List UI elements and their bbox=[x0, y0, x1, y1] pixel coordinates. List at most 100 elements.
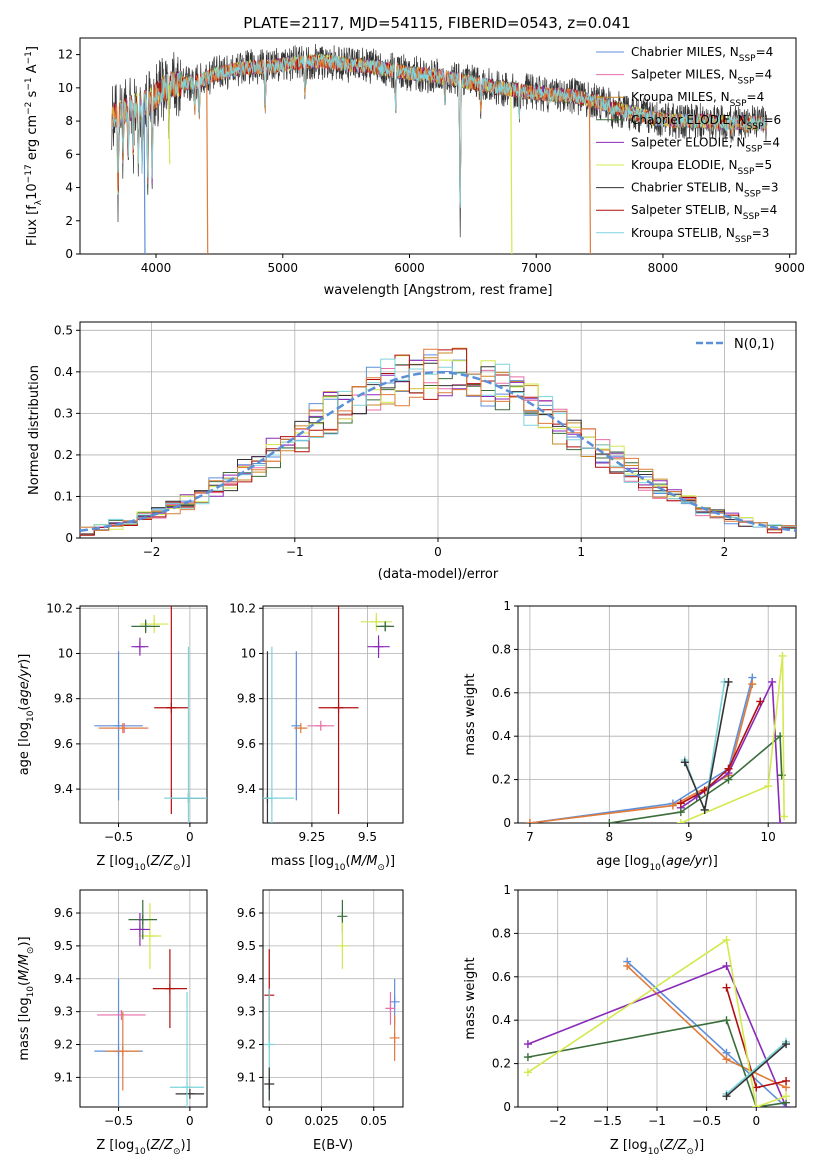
panel-mass-vs-ebv: 0 0.025 0.05 9.1 9.2 9.3 9.4 9.5 9.6 E(B-V) bbox=[237, 889, 404, 1153]
y-tick-label: 0.2 bbox=[54, 448, 73, 462]
y-tick-label: 9.3 bbox=[237, 1005, 256, 1019]
x-axis-label-part: Z/Z bbox=[150, 1138, 174, 1153]
data-point bbox=[337, 940, 348, 951]
axes-frame bbox=[79, 37, 797, 255]
legend-label-part: Kroupa MILES, N bbox=[631, 90, 730, 104]
legend-label: Salpeter MILES, NSSP=4 bbox=[631, 68, 772, 87]
y-axis-label-part: ( bbox=[17, 981, 32, 986]
legend-label-part: SSP bbox=[730, 99, 747, 109]
y-axis-label: mass [log10(M/M⊙)] bbox=[17, 936, 36, 1060]
x-axis-label-part: )] bbox=[708, 854, 718, 869]
y-tick-label: 9.2 bbox=[237, 1038, 256, 1052]
y-tick-label: 0.4 bbox=[54, 365, 73, 379]
data-point bbox=[134, 924, 145, 935]
y-axis-label-part: )] bbox=[17, 654, 32, 664]
series-line bbox=[527, 1019, 787, 1107]
data-point bbox=[184, 1088, 195, 1099]
data-point bbox=[295, 723, 306, 734]
x-tick-label: 0 bbox=[752, 1114, 760, 1128]
data-point bbox=[113, 720, 124, 731]
x-tick-label: 0 bbox=[434, 545, 442, 559]
series-marker bbox=[724, 764, 733, 773]
x-axis-label-part: ( bbox=[146, 1138, 151, 1153]
legend-label-part: Chabrier MILES, N bbox=[631, 45, 739, 59]
data-point bbox=[140, 621, 151, 632]
y-axis-label-part: mass [log bbox=[17, 997, 32, 1060]
axes-frame bbox=[79, 605, 208, 824]
y-tick-label: 6 bbox=[65, 147, 73, 161]
y-axis-label: mass weight bbox=[463, 673, 478, 755]
y-axis-label: Normed distribution bbox=[27, 365, 42, 495]
y-tick-label: 9.1 bbox=[54, 1070, 73, 1084]
series-marker bbox=[722, 961, 731, 970]
x-tick-label: 9.25 bbox=[299, 830, 326, 844]
x-axis-label-part: Z [log bbox=[96, 854, 134, 869]
series-marker bbox=[523, 1040, 532, 1049]
series-marker bbox=[764, 782, 773, 791]
x-axis-label: wavelength [Angstrom, rest frame] bbox=[324, 283, 553, 298]
y-tick-label: 10 bbox=[58, 646, 73, 660]
y-axis-label-part: 10 bbox=[25, 183, 40, 200]
series-marker bbox=[676, 819, 685, 823]
x-axis-label-part: 10 bbox=[649, 863, 661, 873]
y-tick-label: 9.4 bbox=[54, 972, 73, 986]
series-marker bbox=[668, 801, 677, 810]
legend-label-part: SSP bbox=[744, 190, 761, 200]
y-tick-label: 12 bbox=[58, 48, 73, 62]
x-tick-label: 8 bbox=[606, 830, 614, 844]
y-tick-label: 9.3 bbox=[54, 1005, 73, 1019]
series-marker bbox=[782, 1076, 791, 1085]
legend-label-part: =4 bbox=[760, 203, 778, 217]
legend-label-part: =4 bbox=[762, 135, 780, 149]
series-marker bbox=[722, 1016, 731, 1025]
y-tick-label: 1 bbox=[503, 599, 511, 613]
y-tick-label: 0 bbox=[65, 531, 73, 545]
y-axis-label-part: λ bbox=[34, 199, 44, 205]
y-tick-label: 4 bbox=[65, 181, 73, 195]
y-axis-label-part: −2 bbox=[24, 102, 34, 115]
series-marker bbox=[523, 1053, 532, 1062]
legend-label-part: SSP bbox=[738, 77, 755, 87]
data-point bbox=[149, 619, 160, 630]
data-point bbox=[373, 641, 384, 652]
y-tick-label: 1 bbox=[503, 883, 511, 897]
series-line bbox=[680, 701, 762, 805]
y-tick-label: 9.1 bbox=[237, 1070, 256, 1084]
series-marker bbox=[724, 775, 733, 784]
legend-label-part: SSP bbox=[745, 144, 762, 154]
y-axis-label-part: erg cm bbox=[25, 115, 40, 164]
axes-frame bbox=[517, 605, 797, 824]
x-axis-label-part: ( bbox=[346, 854, 351, 869]
y-tick-label: 0.8 bbox=[492, 926, 511, 940]
legend-label-part: SSP bbox=[739, 54, 756, 64]
x-tick-label: −1.5 bbox=[593, 1114, 622, 1128]
series-marker bbox=[676, 799, 685, 808]
series-marker bbox=[756, 697, 765, 706]
series-marker bbox=[680, 758, 689, 767]
series-marker bbox=[722, 1055, 731, 1064]
data-point bbox=[389, 996, 400, 1007]
spectrum-spike bbox=[143, 103, 146, 254]
legend-label-part: =5 bbox=[754, 158, 772, 172]
data-point bbox=[315, 720, 326, 731]
data-point bbox=[266, 793, 277, 804]
y-axis-label: Flux [fλ10−17 erg cm−2 s−1 A−1] bbox=[24, 46, 44, 246]
series-marker bbox=[525, 819, 534, 823]
data-point bbox=[264, 1078, 275, 1089]
x-tick-label: −2 bbox=[143, 545, 161, 559]
series-marker bbox=[782, 1092, 791, 1101]
x-axis-label-part: ( bbox=[659, 1138, 664, 1153]
y-tick-label: 9.5 bbox=[237, 939, 256, 953]
data-point bbox=[389, 1032, 400, 1043]
data-point bbox=[264, 1039, 275, 1050]
legend-label-part: Kroupa ELODIE, N bbox=[631, 158, 738, 172]
y-axis-label-part: −1 bbox=[24, 51, 34, 64]
spectrum-spike bbox=[168, 84, 171, 165]
x-tick-label: −1 bbox=[648, 1114, 666, 1128]
legend-label-part: Salpeter ELODIE, N bbox=[631, 135, 745, 149]
x-tick-label: 0 bbox=[265, 1114, 273, 1128]
series-marker bbox=[700, 805, 709, 814]
gaussian-curve bbox=[79, 371, 797, 532]
